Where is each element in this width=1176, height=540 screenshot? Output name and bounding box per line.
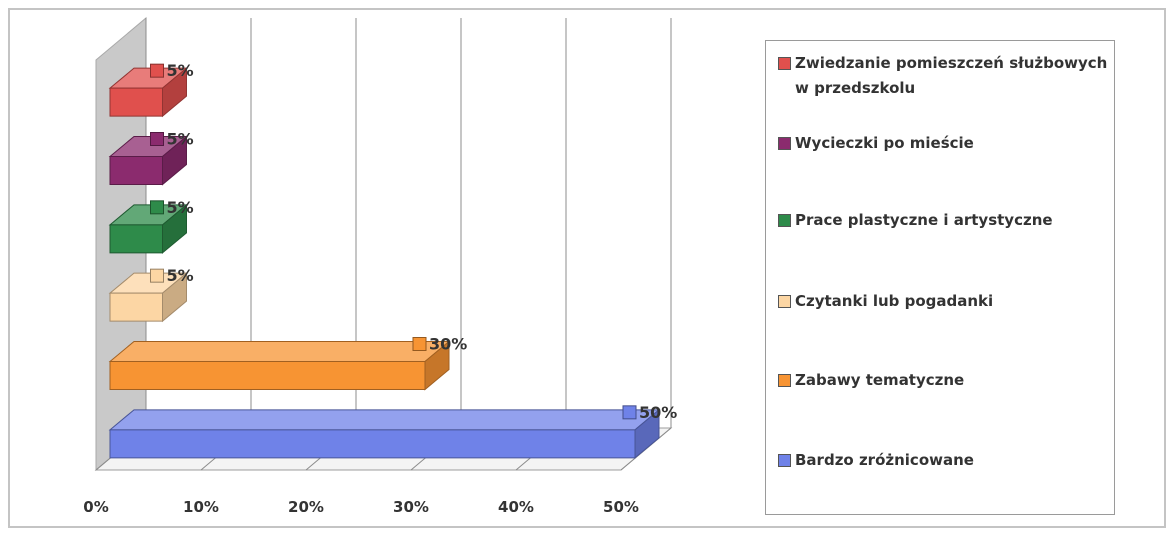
legend-swatch [778,57,791,70]
bar [108,135,188,186]
bar-front-face [109,429,636,459]
bar [108,408,661,459]
legend-item: Czytanki lub pogadanki [778,289,1108,314]
legend-label: Bardzo zróżnicowane [795,451,974,469]
legend-swatch [778,374,791,387]
bar-front-face [109,87,163,117]
bar-front-face [109,156,163,185]
chart-plot: 0% 10% 20% 30% 40% 50% 5% 5% 5% 5% 30% 50% [83,16,677,516]
legend-item: Zwiedzanie pomieszczeń służbowych w prze… [778,51,1108,101]
legend-label: Zabawy tematyczne [795,371,965,389]
data-label: 30% [429,335,467,354]
legend-swatch [778,214,791,227]
legend-label: Czytanki lub pogadanki [795,292,994,310]
data-label: 5% [167,198,194,217]
bar [108,203,188,254]
data-label: 50% [639,403,677,422]
legend-label: Prace plastyczne i artystyczne [795,211,1053,229]
data-label-marker [150,63,164,78]
x-tick-label: 30% [393,498,429,516]
legend-swatch [778,295,791,308]
bar-front-face [109,292,163,322]
legend-item: Prace plastyczne i artystyczne [778,208,1108,233]
data-label-marker [622,405,637,420]
bar-top-face [108,409,661,431]
legend-label: Zwiedzanie pomieszczeń służbowych w prze… [795,54,1108,97]
bar [108,272,188,323]
chart-legend: Zwiedzanie pomieszczeń służbowych w prze… [765,40,1115,515]
legend-label: Wycieczki po mieście [795,134,974,152]
x-tick-label: 40% [498,498,534,516]
data-label: 5% [167,130,194,149]
bar [108,340,451,391]
bar-top-face [108,341,451,362]
x-tick-label: 20% [288,498,324,516]
data-label-marker [412,337,427,351]
legend-item: Wycieczki po mieście [778,131,1108,156]
x-tick-label: 10% [183,498,219,516]
data-label-marker [150,200,164,215]
x-tick-label: 50% [603,498,639,516]
legend-swatch [778,137,791,150]
legend-item: Bardzo zróżnicowane [778,448,1108,473]
x-tick-label: 0% [83,498,108,516]
data-label-marker [150,132,164,146]
data-label: 5% [167,266,194,285]
data-label-marker [150,268,164,283]
bar-front-face [109,361,426,390]
legend-item: Zabawy tematyczne [778,368,1108,393]
data-label: 5% [167,61,194,80]
bar [108,67,188,118]
bar-front-face [109,224,163,254]
legend-swatch [778,454,791,467]
